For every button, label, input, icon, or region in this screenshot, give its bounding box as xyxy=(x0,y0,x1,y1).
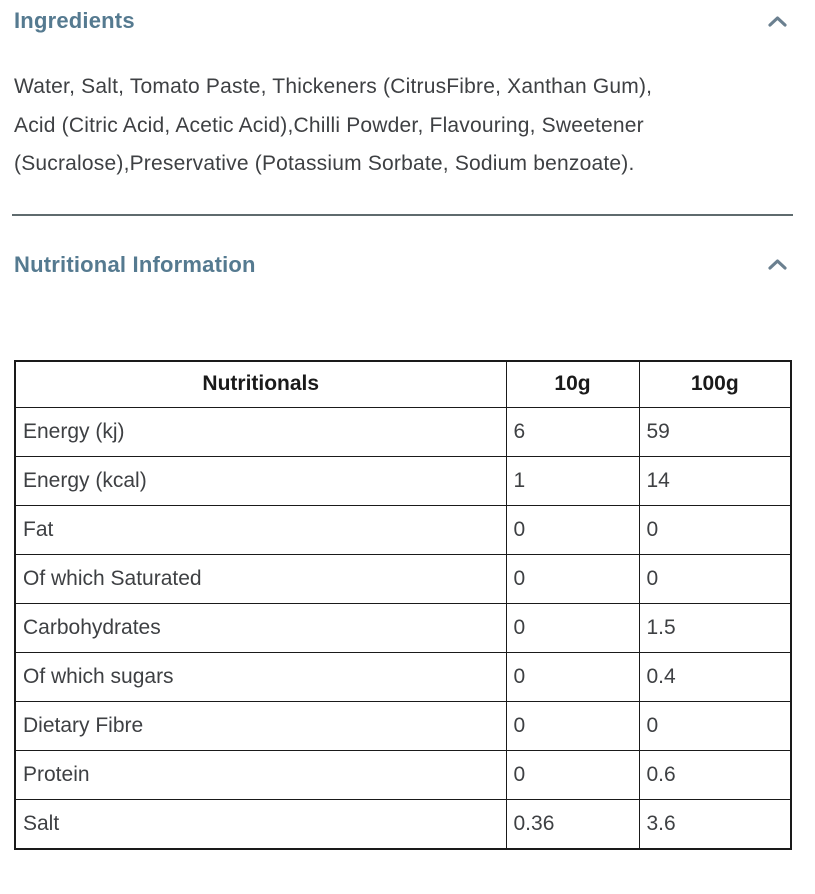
chevron-up-icon[interactable] xyxy=(768,15,787,27)
nutrient-label-cell: Energy (kcal) xyxy=(14,456,507,506)
value-100g-cell: 0 xyxy=(638,554,792,604)
nutrition-accordion-header[interactable]: Nutritional Information xyxy=(0,252,815,278)
value-100g-cell: 14 xyxy=(638,456,792,506)
ingredients-title: Ingredients xyxy=(14,8,135,33)
nutrient-label-cell: Energy (kj) xyxy=(14,407,507,457)
value-10g-cell: 0 xyxy=(505,603,640,653)
table-row: Of which Saturated 0 0 xyxy=(14,554,792,604)
table-row: Energy (kcal) 1 14 xyxy=(14,456,792,506)
value-100g-cell: 1.5 xyxy=(638,603,792,653)
nutrition-table: Nutritionals 10g 100g Energy (kj) 6 59 E… xyxy=(14,359,792,850)
value-10g-cell: 0 xyxy=(505,701,640,751)
nutrient-label-cell: Protein xyxy=(14,750,507,800)
value-10g-cell: 0 xyxy=(505,652,640,702)
nutrition-section: Nutritional Information Nutritionals 10g… xyxy=(0,252,815,850)
table-row: Salt 0.36 3.6 xyxy=(14,799,792,849)
value-10g-cell: 6 xyxy=(505,407,640,457)
table-row: Of which sugars 0 0.4 xyxy=(14,652,792,702)
nutrition-title: Nutritional Information xyxy=(14,251,256,277)
value-10g-cell: 0 xyxy=(505,505,640,555)
ingredients-line: (Sucralose),Preservative (Potassium Sorb… xyxy=(14,152,635,175)
table-header-row: Nutritionals 10g 100g xyxy=(14,360,792,408)
value-10g-cell: 0 xyxy=(505,554,640,604)
product-info-panel: Ingredients Water, Salt, Tomato Paste, T… xyxy=(0,8,815,850)
header-10g: 10g xyxy=(505,360,640,408)
table-row: Dietary Fibre 0 0 xyxy=(14,701,792,751)
section-divider xyxy=(12,213,793,216)
header-nutritionals: Nutritionals xyxy=(14,360,507,408)
value-100g-cell: 59 xyxy=(638,407,792,457)
ingredients-accordion-header[interactable]: Ingredients xyxy=(0,8,815,34)
table-row: Energy (kj) 6 59 xyxy=(14,407,792,457)
table-row: Protein 0 0.6 xyxy=(14,750,792,800)
nutrient-label-cell: Of which sugars xyxy=(14,652,507,702)
value-100g-cell: 0.6 xyxy=(638,750,792,800)
value-100g-cell: 0.4 xyxy=(638,652,792,702)
value-100g-cell: 3.6 xyxy=(638,799,792,849)
ingredients-text: Water, Salt, Tomato Paste, Thickeners (C… xyxy=(14,68,795,184)
value-10g-cell: 0 xyxy=(505,750,640,800)
ingredients-line: Acid (Citric Acid, Acetic Acid),Chilli P… xyxy=(14,113,644,137)
nutrient-label-cell: Salt xyxy=(14,799,507,849)
nutrient-label-cell: Dietary Fibre xyxy=(14,701,507,751)
ingredients-section: Ingredients Water, Salt, Tomato Paste, T… xyxy=(0,8,815,184)
header-100g: 100g xyxy=(638,360,792,408)
value-100g-cell: 0 xyxy=(638,701,792,751)
table-row: Carbohydrates 0 1.5 xyxy=(14,603,792,653)
value-10g-cell: 1 xyxy=(505,456,640,506)
chevron-up-icon[interactable] xyxy=(768,259,787,270)
value-10g-cell: 0.36 xyxy=(505,799,640,849)
nutrient-label-cell: Of which Saturated xyxy=(14,554,507,604)
ingredients-line: Water, Salt, Tomato Paste, Thickeners (C… xyxy=(14,75,653,98)
nutrient-label-cell: Fat xyxy=(14,505,507,555)
nutrient-label-cell: Carbohydrates xyxy=(14,603,507,653)
table-row: Fat 0 0 xyxy=(14,505,792,555)
value-100g-cell: 0 xyxy=(638,505,792,555)
